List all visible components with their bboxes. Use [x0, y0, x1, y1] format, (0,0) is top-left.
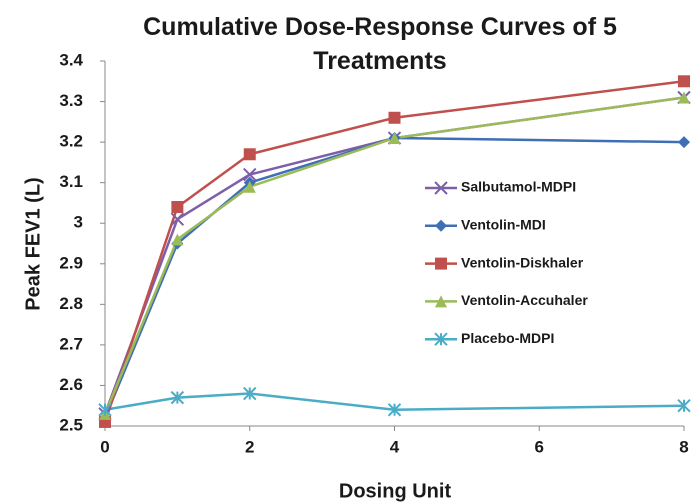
marker — [678, 91, 690, 104]
legend-label: Salbutamol-MDPI — [461, 179, 576, 195]
y-tick-label: 3.2 — [59, 132, 83, 151]
y-tick-label: 3.1 — [59, 172, 83, 191]
x-axis-label: Dosing Unit — [339, 480, 452, 502]
marker — [243, 180, 256, 193]
marker — [387, 403, 402, 417]
x-tick-label: 8 — [679, 437, 688, 456]
series-line — [103, 96, 685, 415]
marker — [171, 233, 184, 246]
legend-marker — [434, 332, 448, 346]
marker — [388, 132, 401, 145]
marker — [98, 403, 112, 417]
marker — [171, 201, 184, 213]
x-tick-label: 4 — [390, 437, 400, 456]
legend-label: Ventolin-Diskhaler — [461, 254, 584, 270]
y-tick-label: 2.9 — [59, 253, 83, 272]
x-tick-label: 0 — [100, 437, 109, 456]
x-tick-label: 2 — [245, 437, 254, 456]
marker — [243, 148, 256, 161]
legend-marker — [435, 295, 447, 308]
marker — [243, 167, 257, 182]
legend-label: Ventolin-Accuhaler — [461, 292, 588, 308]
legend-marker — [435, 257, 447, 270]
legend-label: Ventolin-MDI — [461, 217, 546, 233]
y-tick-label: 3.4 — [59, 50, 83, 69]
series-line — [103, 136, 685, 419]
y-tick-label: 2.6 — [59, 375, 83, 394]
y-tick-label: 2.7 — [59, 334, 83, 353]
chart-title: Cumulative Dose-Response Curves of 5 Tre… — [143, 13, 617, 75]
legend-label: Placebo-MDPI — [461, 330, 554, 346]
marker — [243, 386, 257, 401]
legend-marker — [434, 181, 448, 195]
y-tick-label: 3.3 — [59, 91, 83, 110]
x-tick-label: 6 — [535, 437, 544, 456]
marker — [678, 136, 690, 149]
marker — [170, 212, 185, 226]
marker — [170, 390, 185, 405]
marker — [388, 111, 401, 124]
y-tick-label: 2.5 — [59, 415, 83, 434]
y-tick-label: 2.8 — [59, 294, 83, 313]
legend-marker — [435, 219, 447, 232]
marker — [678, 75, 690, 88]
y-axis-label: Peak FEV1 (L) — [22, 177, 44, 310]
series-line — [103, 96, 685, 415]
y-tick-label: 3 — [74, 213, 83, 232]
marker — [677, 399, 691, 413]
